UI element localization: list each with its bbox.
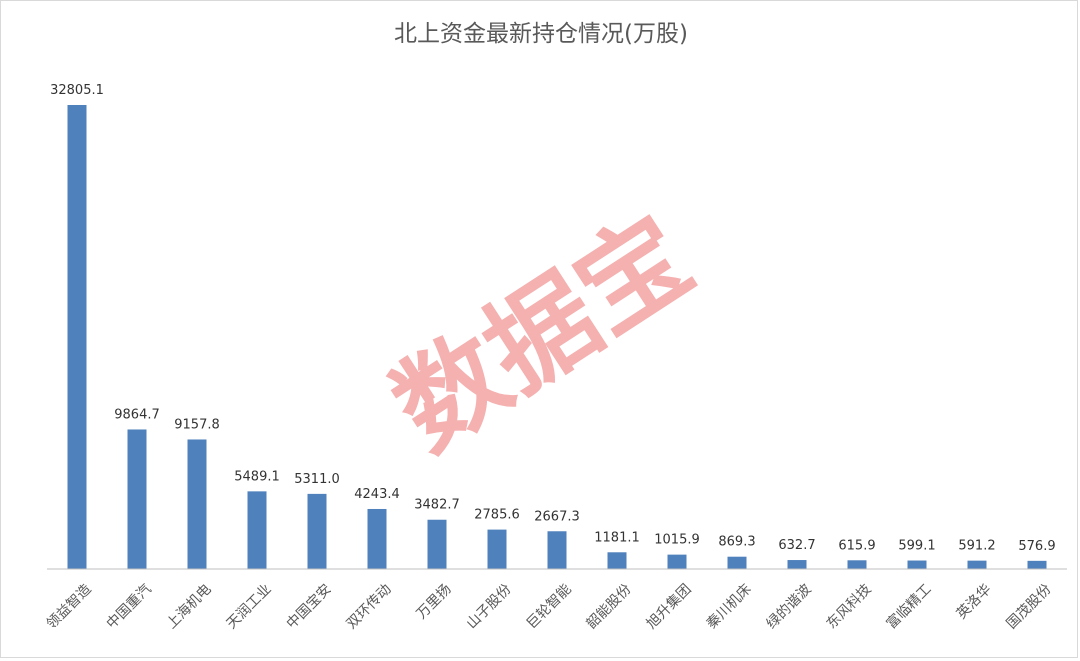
bar-6 xyxy=(427,519,447,569)
data-label-8: 2667.3 xyxy=(534,509,580,524)
bar-3 xyxy=(247,491,267,569)
x-tick-label-4: 中国宝安 xyxy=(284,581,335,632)
data-label-0: 32805.1 xyxy=(50,83,104,98)
x-tick-label-14: 富临精工 xyxy=(883,581,935,633)
x-tick-label-16: 国茂股份 xyxy=(1003,581,1055,633)
data-labels-group: 32805.1 9864.7 9157.8 5489.1 5311.0 4243.4 348… xyxy=(50,83,1055,554)
bar-2 xyxy=(187,439,207,569)
data-label-16: 576.9 xyxy=(1018,539,1055,554)
bar-7 xyxy=(487,529,507,569)
bar-12 xyxy=(787,560,807,569)
x-tick-label-12: 绿的谐波 xyxy=(764,581,815,632)
x-tick-label-10: 旭升集团 xyxy=(643,581,695,633)
x-tick-label-7: 山子股份 xyxy=(464,581,515,632)
data-label-1: 9864.7 xyxy=(114,407,160,422)
bar-11 xyxy=(727,556,747,569)
bar-8 xyxy=(547,531,567,569)
bar-0 xyxy=(67,105,87,569)
bar-9 xyxy=(607,552,627,569)
x-tick-label-13: 东风科技 xyxy=(824,581,875,632)
x-tick-label-1: 中国重汽 xyxy=(104,581,155,632)
data-label-11: 869.3 xyxy=(718,535,755,550)
data-label-2: 9157.8 xyxy=(174,417,220,432)
x-tick-label-5: 双环传动 xyxy=(344,581,395,632)
x-tick-label-6: 万里扬 xyxy=(414,581,455,622)
bar-16 xyxy=(1027,560,1047,569)
bar-5 xyxy=(367,508,387,569)
bar-14 xyxy=(907,560,927,569)
data-label-9: 1181.1 xyxy=(594,530,640,545)
bar-4 xyxy=(307,493,327,569)
chart-title: 北上资金最新持仓情况(万股) xyxy=(394,21,688,47)
x-tick-label-2: 上海机电 xyxy=(164,581,215,632)
data-label-4: 5311.0 xyxy=(294,472,340,487)
data-label-7: 2785.6 xyxy=(474,508,520,523)
data-label-5: 4243.4 xyxy=(354,487,400,502)
x-tick-label-9: 韶能股份 xyxy=(584,581,635,632)
bar-1 xyxy=(127,429,147,569)
bars-group xyxy=(67,105,1047,569)
data-label-14: 599.1 xyxy=(898,539,935,554)
bar-10 xyxy=(667,554,687,569)
data-label-13: 615.9 xyxy=(838,538,875,553)
watermark: 数据宝 xyxy=(373,193,713,474)
x-tick-label-11: 秦川机床 xyxy=(704,581,755,632)
bar-13 xyxy=(847,560,867,569)
x-tick-label-0: 领益智造 xyxy=(44,581,95,632)
data-label-15: 591.2 xyxy=(958,539,995,554)
data-label-10: 1015.9 xyxy=(654,533,700,548)
x-tick-label-8: 巨轮智能 xyxy=(524,581,575,632)
x-tick-labels-group: 领益智造 中国重汽 上海机电 天润工业 中国宝安 双环传动 万里扬 山子股份 巨轮智能 韶能股份旭… xyxy=(44,581,1055,633)
data-label-12: 632.7 xyxy=(778,538,815,553)
data-label-6: 3482.7 xyxy=(414,498,460,513)
x-tick-label-15: 英洛华 xyxy=(953,581,995,623)
x-tick-label-3: 天润工业 xyxy=(224,581,275,632)
data-label-3: 5489.1 xyxy=(234,469,280,484)
bar-15 xyxy=(967,560,987,569)
